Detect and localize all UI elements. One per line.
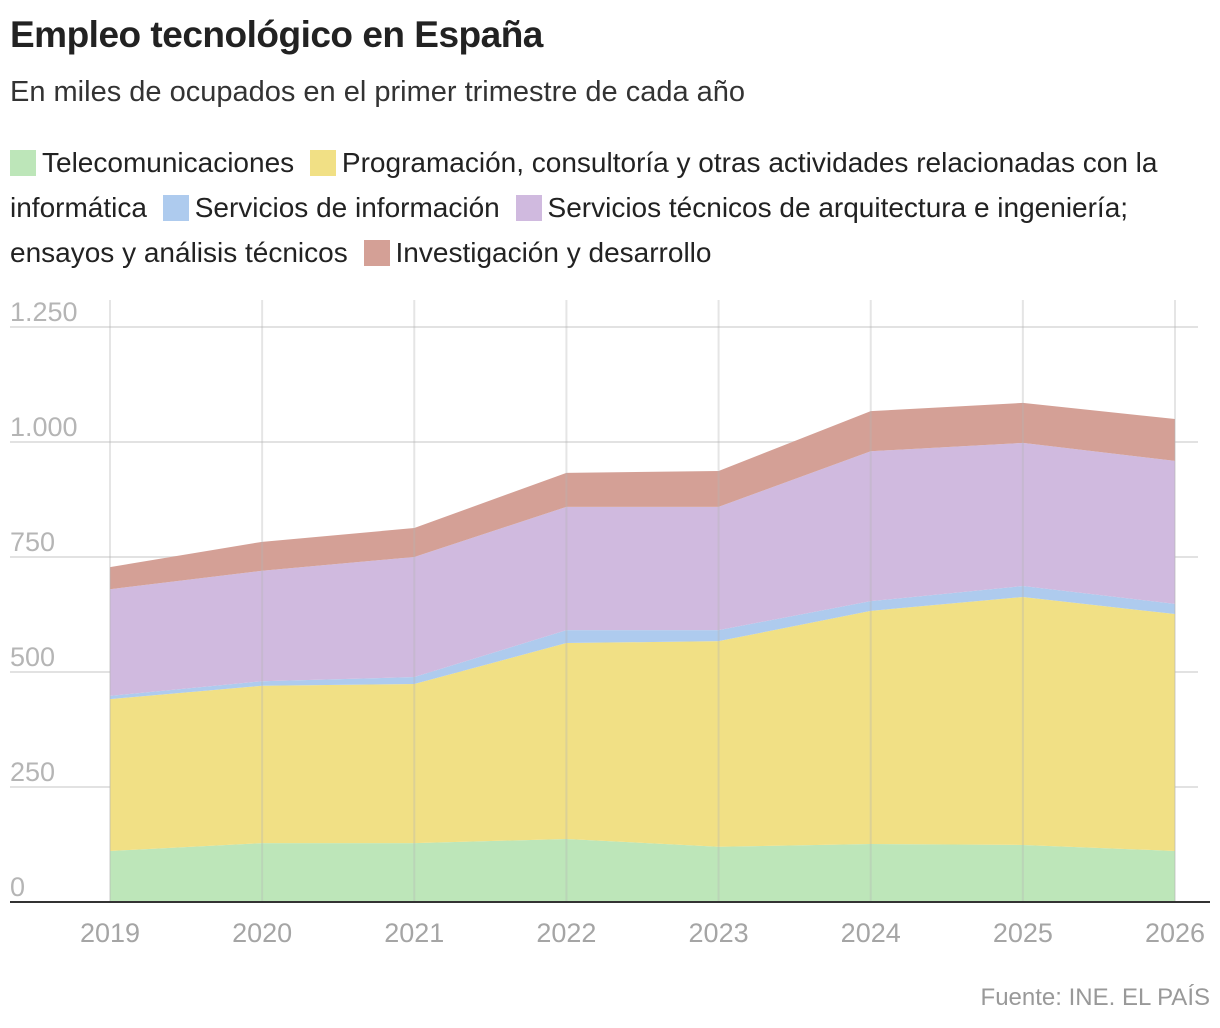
legend-item: Telecomunicaciones: [10, 147, 294, 178]
x-tick-label: 2023: [689, 918, 749, 948]
area-series-2: [110, 585, 1175, 700]
legend-label: Servicios de información: [194, 192, 500, 223]
source-note: Fuente: INE. EL PAÍS: [980, 984, 1210, 1011]
legend-swatch: [309, 150, 336, 176]
x-tick-label: 2019: [80, 918, 140, 948]
legend-label: Telecomunicaciones: [42, 147, 295, 178]
y-tick-label: 750: [10, 527, 55, 557]
y-tick-label: 1.000: [10, 412, 78, 442]
x-tick-label: 2022: [536, 918, 596, 948]
legend-item: Servicios de información: [162, 192, 500, 223]
legend-label: Servicios técnicos de arquitectura e ing…: [10, 192, 1129, 268]
legend-item: Servicios técnicos de arquitectura e ing…: [10, 192, 1128, 268]
chart-title: Empleo tecnológico en España: [10, 14, 543, 55]
x-tick-label: 2020: [232, 918, 292, 948]
legend-swatch: [162, 195, 189, 221]
y-tick-label: 500: [10, 642, 55, 672]
area-series-4: [110, 402, 1175, 590]
legend-swatch: [515, 195, 542, 221]
x-tick-label: 2025: [993, 918, 1053, 948]
area-series-3: [110, 442, 1175, 696]
legend-item: Investigación y desarrollo: [363, 237, 712, 268]
legend-swatch: [363, 240, 390, 266]
chart-subtitle: En miles de ocupados en el primer trimes…: [10, 76, 746, 108]
x-tick-label: 2024: [841, 918, 901, 948]
legend: Telecomunicaciones Programación, consult…: [10, 140, 1210, 275]
legend-swatch: [10, 150, 36, 176]
area-series-0: [110, 838, 1175, 902]
x-tick-label: 2026: [1145, 918, 1205, 948]
y-tick-label: 250: [10, 757, 55, 787]
y-tick-label: 1.250: [10, 297, 78, 327]
x-tick-label: 2021: [384, 918, 444, 948]
legend-item: Programación, consultoría y otras activi…: [10, 147, 1157, 223]
legend-label: Programación, consultoría y otras activi…: [10, 147, 1158, 223]
legend-label: Investigación y desarrollo: [395, 237, 712, 268]
y-tick-label: 0: [10, 872, 25, 902]
area-series-1: [110, 597, 1175, 851]
